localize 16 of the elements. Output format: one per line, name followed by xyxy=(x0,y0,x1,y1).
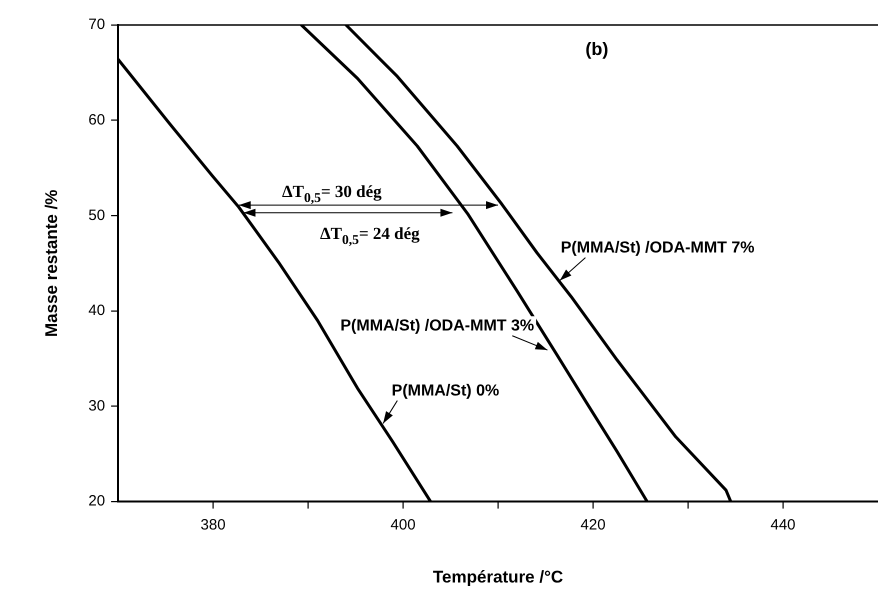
y-tick-label: 40 xyxy=(88,302,106,320)
x-tick-label: 380 xyxy=(200,516,226,534)
x-tick-label: 400 xyxy=(390,516,416,534)
y-tick-label: 60 xyxy=(88,111,106,128)
y-tick-label: 30 xyxy=(88,397,106,414)
series-label: P(MMA/St) 0% xyxy=(392,382,500,400)
y-tick-label: 50 xyxy=(88,206,106,224)
series-label: P(MMA/St) /ODA-MMT 3% xyxy=(340,318,534,335)
series-label: P(MMA/St) /ODA-MMT 7% xyxy=(560,239,754,256)
x-axis-title: Température /°C xyxy=(432,567,564,586)
y-tick-label: 20 xyxy=(88,492,106,510)
y-tick-label: 70 xyxy=(88,16,106,34)
annotation: (b) xyxy=(585,38,608,59)
y-axis-title: Masse restante /% xyxy=(42,190,61,338)
x-tick-label: 420 xyxy=(580,516,606,534)
x-tick-label: 440 xyxy=(770,516,796,534)
